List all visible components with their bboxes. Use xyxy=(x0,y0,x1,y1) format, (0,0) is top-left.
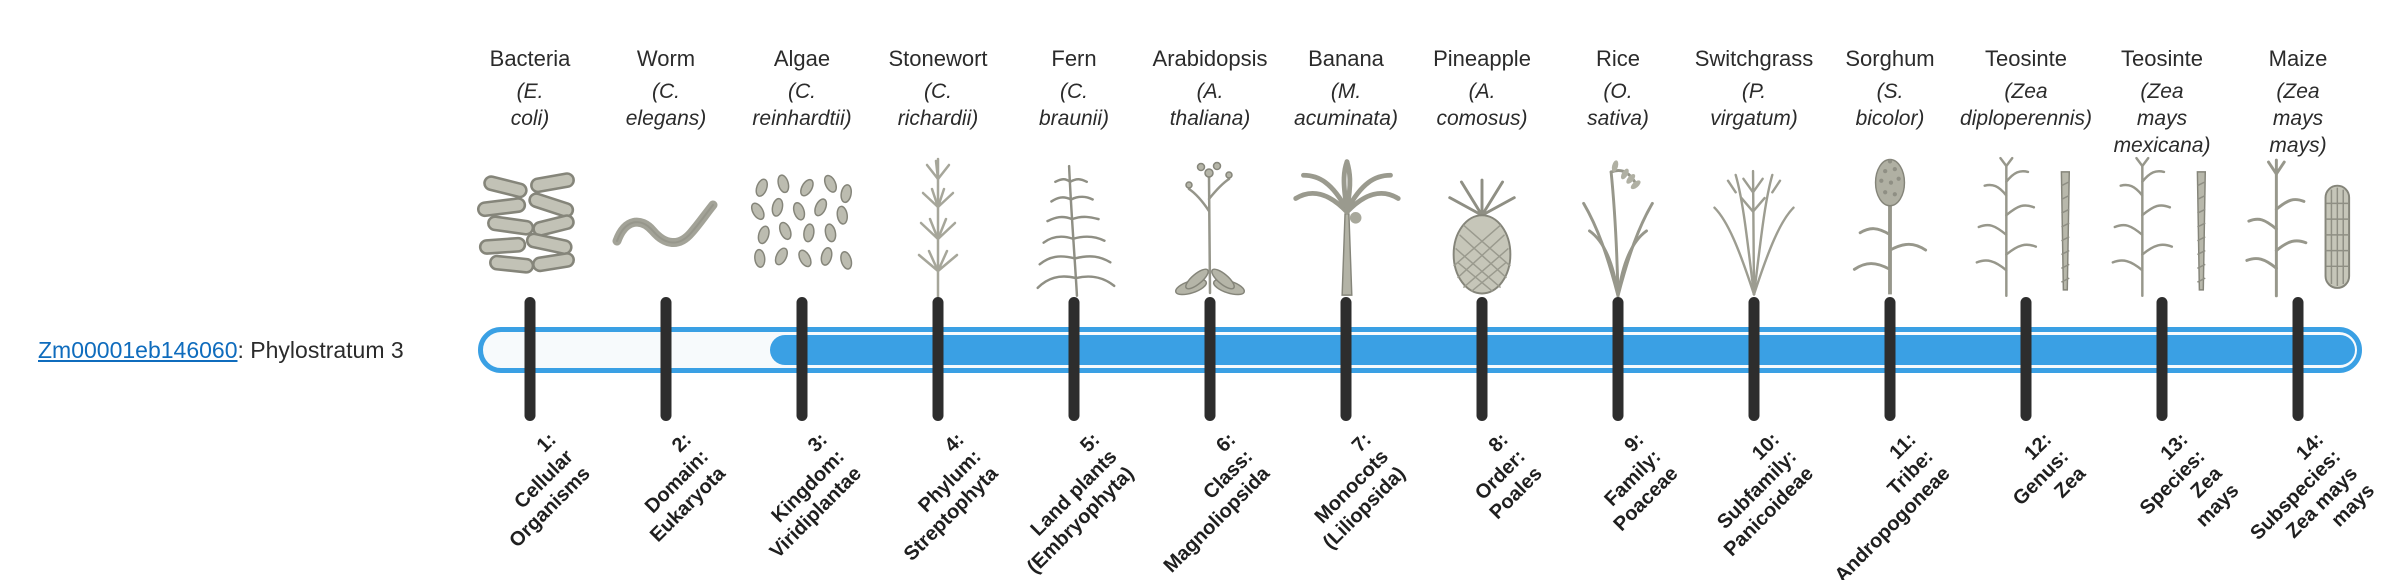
organism-common-name: Teosinte xyxy=(2121,46,2203,71)
stratum-label: 14: Subspecies: Zea mays mays xyxy=(2246,428,2380,545)
stratum-label: 7: Monocots (Liliopsida) xyxy=(1310,428,1411,554)
bacteria-icon xyxy=(462,146,598,306)
organism-common-name: Maize xyxy=(2268,46,2328,71)
organism-column: Fern (C. braunii) 5: Land plants (Embryo… xyxy=(1006,0,1142,580)
stratum-tick xyxy=(1884,297,1896,421)
stratum-tick xyxy=(1476,297,1488,421)
stratum-label: 12: Genus: Zea xyxy=(2008,428,2091,510)
stratum-label: 2: Domain: Eukaryota xyxy=(641,428,731,547)
stratum-tick xyxy=(1340,297,1352,421)
organism-scientific-name: (C. braunii) xyxy=(1038,80,1110,130)
organism-common-name: Stonewort xyxy=(888,46,988,71)
organism-scientific-name: (C. elegans) xyxy=(625,80,707,130)
organism-scientific-name: (C. reinhardtii) xyxy=(752,80,852,130)
organism-scientific-name: (P. virgatum) xyxy=(1710,80,1798,130)
organism-column: Rice (O. sativa) 9: Family: Poaceae xyxy=(1550,0,1686,580)
teosinte-icon xyxy=(1958,146,2094,306)
stratum-tick xyxy=(2020,297,2032,421)
worm-icon xyxy=(598,146,734,306)
maize-icon xyxy=(2230,146,2366,306)
arabidopsis-icon xyxy=(1142,146,1278,306)
algae-icon xyxy=(734,146,870,306)
banana-icon xyxy=(1278,146,1414,306)
sorghum-icon xyxy=(1822,146,1958,306)
organism-common-name: Fern xyxy=(1051,46,1097,71)
fern-icon xyxy=(1006,146,1142,306)
organism-column: Teosinte (Zea mays mexicana) 13: Species… xyxy=(2094,0,2243,580)
organism-common-name: Algae xyxy=(773,46,831,71)
stratum-label: 3: Kingdom: Viridiplantae xyxy=(766,428,867,563)
organism-common-name: Worm xyxy=(636,46,696,71)
organism-common-name: Sorghum xyxy=(1845,46,1935,71)
organism-scientific-name: (C. richardii) xyxy=(897,80,979,130)
organism-common-name: Arabidopsis xyxy=(1152,46,1268,71)
stratum-label: 10: Subfamily: Panicoideae xyxy=(1713,428,1819,561)
stratum-label: 13: Species: Zea mays xyxy=(2135,428,2244,532)
organism-column: Maize (Zea mays mays) 14: Subspecies: Ze… xyxy=(2230,0,2379,580)
organism-scientific-name: (A. comosus) xyxy=(1436,80,1528,130)
rice-icon xyxy=(1550,146,1686,306)
stratum-tick xyxy=(1612,297,1624,421)
stratum-label: 1: Cellular Organisms xyxy=(504,428,595,553)
stratum-label: 4: Phylum: Streptophyta xyxy=(899,428,1003,566)
organism-scientific-name: (S. bicolor) xyxy=(1855,80,1925,130)
gene-label: Zm00001eb146060: Phylostratum 3 xyxy=(38,337,404,364)
organism-column: Bacteria (E. coli) 1: Cellular Organisms xyxy=(462,0,598,580)
organism-common-name: Switchgrass xyxy=(1694,46,1814,71)
stratum-tick xyxy=(1068,297,1080,421)
stratum-tick xyxy=(2292,297,2304,421)
stratum-tick xyxy=(2156,297,2168,421)
organism-scientific-name: (Zea diploperennis) xyxy=(1960,80,2092,130)
organism-scientific-name: (O. sativa) xyxy=(1587,80,1649,130)
stonewort-icon xyxy=(870,146,1006,306)
organism-common-name: Banana xyxy=(1308,46,1384,71)
pineapple-icon xyxy=(1414,146,1550,306)
stratum-tick xyxy=(1204,297,1216,421)
stratum-tick xyxy=(1748,297,1760,421)
switchgrass-icon xyxy=(1686,146,1822,306)
organism-scientific-name: (Zea mays mays) xyxy=(2269,80,2327,157)
stratum-tick xyxy=(932,297,944,421)
organism-scientific-name: (Zea mays mexicana) xyxy=(2113,80,2211,157)
organism-column: Worm (C. elegans) 2: Domain: Eukaryota xyxy=(598,0,734,580)
organism-scientific-name: (E. coli) xyxy=(510,80,550,130)
stratum-label: 8: Order: Poales xyxy=(1470,428,1547,524)
stratum-label: 5: Land plants (Embryophyta) xyxy=(1022,428,1139,578)
organism-column: Arabidopsis (A. thaliana) 6: Class: Magn… xyxy=(1142,0,1278,580)
organism-common-name: Teosinte xyxy=(1985,46,2067,71)
phylostratum-bar xyxy=(478,327,2362,373)
organism-common-name: Bacteria xyxy=(489,46,571,71)
stratum-tick xyxy=(796,297,808,421)
teosinte-icon xyxy=(2094,146,2230,306)
organism-column: Pineapple (A. comosus) 8: Order: Poales xyxy=(1414,0,1550,580)
organism-common-name: Pineapple xyxy=(1433,46,1531,71)
organism-column: Teosinte (Zea diploperennis) 12: Genus: … xyxy=(1958,0,2094,580)
organism-column: Switchgrass (P. virgatum) 10: Subfamily:… xyxy=(1686,0,1822,580)
stratum-label: 9: Family: Poaceae xyxy=(1600,428,1683,536)
organism-scientific-name: (M. acuminata) xyxy=(1294,80,1398,130)
organism-scientific-name: (A. thaliana) xyxy=(1169,80,1251,130)
organism-column: Stonewort (C. richardii) 4: Phylum: Stre… xyxy=(870,0,1006,580)
organism-common-name: Rice xyxy=(1595,46,1641,71)
phylostratum-bar-fill xyxy=(770,335,2355,365)
organism-column: Banana (M. acuminata) 7: Monocots (Lilio… xyxy=(1278,0,1414,580)
gene-phylostratum-text: : Phylostratum 3 xyxy=(237,337,404,363)
stratum-label: 6: Class: Magnoliopsida xyxy=(1159,428,1275,578)
gene-id-link[interactable]: Zm00001eb146060 xyxy=(38,337,238,363)
organism-column: Algae (C. reinhardtii) 3: Kingdom: Virid… xyxy=(734,0,870,580)
stratum-tick xyxy=(524,297,536,421)
stratum-tick xyxy=(660,297,672,421)
organism-column: Sorghum (S. bicolor) 11: Tribe: Andropog… xyxy=(1822,0,1958,580)
